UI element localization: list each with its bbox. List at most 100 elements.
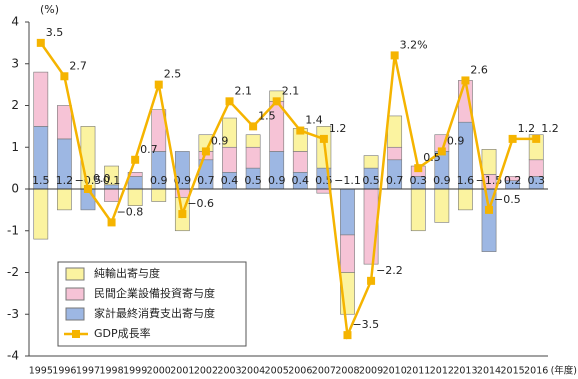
value-label: 0.3 — [527, 174, 545, 187]
x-tick-label: 2012 — [430, 366, 454, 377]
gdp-marker — [249, 122, 258, 131]
gdp-marker — [485, 205, 494, 214]
bar-segment — [222, 146, 237, 173]
bar-segment — [104, 188, 119, 202]
bar-segment — [387, 146, 403, 161]
value-label: −0.6 — [187, 197, 214, 210]
x-tick-label: 2005 — [265, 366, 289, 377]
bar-segment — [410, 188, 426, 232]
y-tick-label: -1 — [7, 223, 19, 237]
value-label: 3.2% — [400, 38, 428, 51]
gdp-marker — [343, 331, 352, 340]
value-label: 2.1 — [235, 84, 253, 97]
value-label: 0.0 — [93, 172, 111, 185]
y-axis-label: (%) — [40, 3, 59, 16]
gdp-marker — [154, 80, 163, 89]
legend-swatch — [65, 267, 85, 281]
x-tick-label: 2001 — [170, 366, 194, 377]
x-tick-label: 2008 — [335, 366, 359, 377]
x-tick-label: 1998 — [99, 366, 123, 377]
gdp-marker — [508, 134, 517, 143]
legend-swatch — [65, 287, 85, 301]
value-label: 1.5 — [32, 174, 50, 187]
bar-segment — [434, 188, 450, 223]
x-tick-label: 1997 — [76, 366, 100, 377]
gdp-marker — [178, 210, 187, 219]
x-tick-label: 1995 — [29, 366, 53, 377]
y-tick-label: 0 — [11, 182, 19, 196]
bar-segment — [33, 71, 49, 127]
bar-segment — [151, 109, 167, 152]
value-label: 2.1 — [282, 84, 300, 97]
value-label: 0.9 — [211, 134, 229, 147]
value-label: 0.7 — [386, 174, 404, 187]
x-tick-label: 2014 — [477, 366, 501, 377]
value-label: 0.5 — [423, 151, 441, 164]
bar-segment — [340, 234, 355, 273]
bar-segment — [222, 117, 237, 148]
gdp-marker — [131, 155, 140, 164]
x-tick-label: 2015 — [501, 366, 525, 377]
gdp-marker — [201, 147, 210, 156]
value-label: 0.7 — [197, 174, 215, 187]
x-tick-label: 1996 — [52, 366, 76, 377]
x-axis-label: (年度) — [551, 365, 577, 377]
bar-segment — [104, 165, 119, 186]
value-label: −0.8 — [117, 205, 144, 218]
gdp-marker — [272, 97, 281, 106]
bar-segment — [151, 188, 167, 202]
x-tick-label: 2002 — [194, 366, 218, 377]
legend-box — [57, 261, 247, 347]
y-tick-label: 4 — [11, 15, 19, 29]
value-label: 0.7 — [140, 143, 158, 156]
value-label: −3.5 — [352, 318, 379, 331]
value-label: 1.6 — [457, 174, 475, 187]
bar-segment — [245, 134, 261, 148]
legend-label: GDP成長率 — [94, 326, 151, 340]
value-label: 1.2 — [56, 174, 74, 187]
bar-segment — [33, 188, 49, 240]
bar-segment — [57, 105, 72, 140]
legend-marker — [72, 330, 80, 338]
value-label: −0.5 — [75, 174, 102, 187]
value-label: 1.2 — [518, 122, 536, 135]
value-label: 3.5 — [46, 26, 64, 39]
legend-label: 純輸出寄与度 — [94, 266, 160, 280]
bar-segment — [127, 176, 143, 190]
bar-segment — [458, 188, 473, 211]
x-tick-label: 2010 — [383, 366, 407, 377]
gdp-line — [39, 42, 537, 340]
x-tick-label: 2000 — [147, 366, 171, 377]
value-label: 0.4 — [221, 174, 239, 187]
gdp-marker — [390, 51, 399, 60]
value-label: 2.6 — [470, 63, 488, 76]
value-label: 1.2 — [329, 122, 347, 135]
value-label: 0.2 — [504, 174, 522, 187]
x-tick-label: 2016 — [524, 366, 548, 377]
legend-label: 民間企業設備投資寄与度 — [94, 286, 215, 300]
bar-segment — [127, 188, 143, 207]
y-tick-label: -4 — [7, 349, 19, 363]
x-tick-label: 2004 — [241, 366, 265, 377]
x-tick-label: 2011 — [406, 366, 430, 377]
x-tick-label: 2009 — [359, 366, 383, 377]
value-label: −1.1 — [334, 174, 361, 187]
bar-segment — [505, 176, 520, 181]
gdp-marker — [83, 185, 92, 193]
value-label: 0.9 — [268, 174, 286, 187]
bar-segment — [127, 172, 143, 177]
y-tick-label: -3 — [7, 307, 19, 321]
bar-segment — [57, 188, 72, 211]
value-label: 0.9 — [433, 174, 451, 187]
value-label: 0.5 — [362, 174, 380, 187]
gdp-marker — [107, 218, 116, 227]
x-tick-label: 1999 — [123, 366, 147, 377]
bar-segment — [292, 151, 308, 173]
gdp-marker — [367, 276, 376, 285]
y-tick-label: 2 — [11, 98, 19, 112]
gdp-marker — [414, 164, 423, 173]
value-label: 0.4 — [292, 174, 310, 187]
value-label: 0.3 — [410, 174, 428, 187]
